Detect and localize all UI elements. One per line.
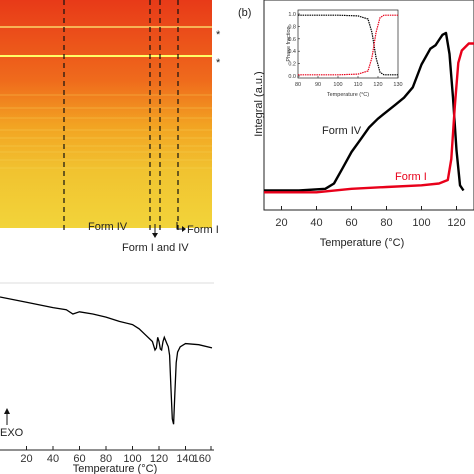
form-iv-curve <box>264 31 465 192</box>
panel-b-x-ticks: 20 40 60 80 100 120 <box>275 206 466 229</box>
dsc-x-axis-label: Temperature (°C) <box>73 463 157 474</box>
panel-b-frame <box>263 0 474 211</box>
inset-x-tick-label: 80 <box>295 82 301 88</box>
phase-label-form-i-and-iv: Form I and IV <box>122 242 189 254</box>
arrow-form-i-and-iv-head <box>152 233 158 238</box>
inset-x-tick-label: 100 <box>333 82 342 88</box>
inset-y-tick-label: 0.4 <box>288 49 296 55</box>
heatmap-panel: * * Form IV Form I and IV Form I <box>0 0 221 254</box>
phase-boundary-lines <box>63 0 179 232</box>
inset-y-tick-label: 1.0 <box>288 12 296 18</box>
inset-x-tick-label: 120 <box>373 82 382 88</box>
inset-y-axis-label: Phase fraction <box>286 26 292 61</box>
dsc-x-tick-label: 120 <box>150 453 168 465</box>
inset-x-tick-label: 90 <box>315 82 321 88</box>
dsc-x-tick-label: 100 <box>123 453 141 465</box>
inset-y-tick-label: 0.2 <box>288 62 296 68</box>
panel-b-series-label-form-i: Form I <box>395 171 427 183</box>
panel-b: (b) 20 40 60 80 100 120 Form IV Form I Temper… <box>238 0 474 249</box>
inset-y-tick-label: 0.8 <box>288 24 296 30</box>
inset-frame <box>297 9 399 79</box>
phase-label-form-iv: Form IV <box>88 221 128 233</box>
inset-ticks: 80 90 100 110 120 130 0.0 0.2 0.4 0.6 0.8 1.0 <box>288 12 402 88</box>
inset-form-iv-curve <box>298 14 398 76</box>
dsc-x-tick-label: 20 <box>20 453 32 465</box>
arrow-form-i-head <box>182 226 186 232</box>
dsc-x-tick-label: 160 <box>193 453 211 465</box>
panel-b-x-tick-label: 20 <box>275 217 287 229</box>
inset-x-tick-label: 110 <box>354 82 363 88</box>
inset-chart: 80 90 100 110 120 130 0.0 0.2 0.4 0.6 0.8 1.0 Tempe… <box>286 9 403 98</box>
inset-x-tick-label: 130 <box>393 82 402 88</box>
panel-b-series-label-form-iv: Form IV <box>322 125 362 137</box>
exo-arrow-head <box>4 408 10 414</box>
inset-y-tick-label: 0.6 <box>288 37 296 43</box>
panel-b-x-tick-label: 80 <box>380 217 392 229</box>
exo-label: EXO <box>0 427 24 439</box>
dsc-x-tick-label: 40 <box>47 453 59 465</box>
inset-form-i-curve <box>298 14 398 76</box>
panel-b-x-tick-label: 60 <box>345 217 357 229</box>
phase-label-form-i: Form I <box>187 224 219 236</box>
dsc-x-tick-label: 140 <box>176 453 194 465</box>
star-marker-2: * <box>216 57 221 69</box>
inset-y-tick-label: 0.0 <box>288 74 296 80</box>
panel-b-y-axis-label: Integral (a.u.) <box>253 71 265 136</box>
inset-x-axis-label: Temperature (°C) <box>327 92 369 98</box>
arrow-form-i <box>176 222 184 230</box>
form-i-curve <box>264 42 474 194</box>
heatmap-streaks <box>0 94 212 169</box>
dsc-curve <box>0 296 213 425</box>
panel-b-x-axis-label: Temperature (°C) <box>320 237 404 249</box>
dsc-x-tick-label: 80 <box>100 453 112 465</box>
star-marker-1: * <box>216 29 221 41</box>
panel-b-x-tick-label: 120 <box>447 217 465 229</box>
dsc-x-tick-label: 60 <box>73 453 85 465</box>
panel-b-x-tick-label: 40 <box>310 217 322 229</box>
panel-b-x-tick-label: 100 <box>412 217 430 229</box>
panel-b-label: (b) <box>238 7 251 19</box>
heatmap-image <box>0 0 212 228</box>
